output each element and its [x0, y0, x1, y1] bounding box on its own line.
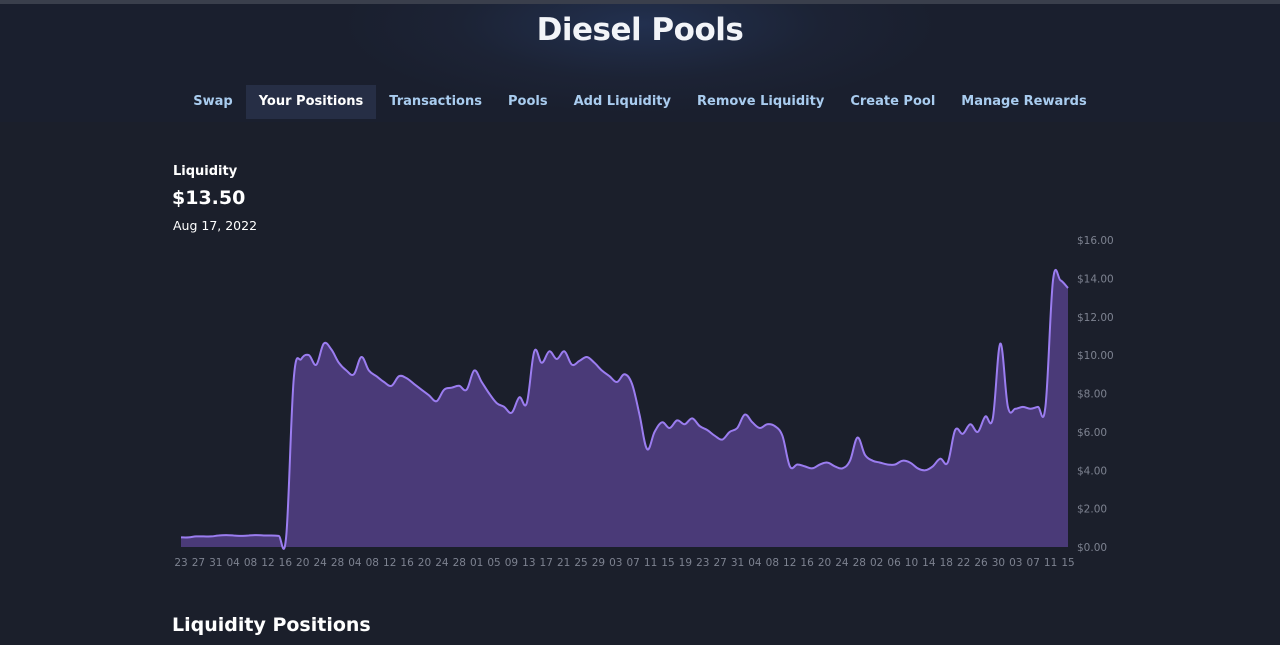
nav-pools[interactable]: Pools — [508, 94, 548, 109]
page-title: Diesel Pools — [536, 12, 744, 48]
x-tick-label: 04 — [348, 557, 362, 569]
y-tick-label: $4.00 — [1077, 465, 1107, 477]
x-tick-label: 24 — [313, 557, 327, 569]
x-tick-label: 20 — [296, 557, 309, 569]
nav-manage-rewards[interactable]: Manage Rewards — [961, 94, 1087, 109]
x-tick-label: 16 — [400, 557, 414, 569]
x-tick-label: 01 — [470, 557, 483, 569]
main-nav: Swap Your Positions Transactions Pools A… — [0, 84, 1280, 120]
x-tick-label: 08 — [766, 557, 779, 569]
x-tick-label: 25 — [574, 557, 587, 569]
liquidity-area — [181, 269, 1068, 549]
x-tick-label: 23 — [696, 557, 709, 569]
x-tick-label: 08 — [366, 557, 379, 569]
x-tick-label: 27 — [192, 557, 205, 569]
nav-add-liquidity[interactable]: Add Liquidity — [573, 94, 671, 109]
window-top-bar — [0, 0, 1280, 4]
nav-your-positions[interactable]: Your Positions — [245, 85, 377, 119]
y-tick-label: $0.00 — [1077, 542, 1107, 554]
nav-transactions[interactable]: Transactions — [389, 94, 482, 109]
x-tick-label: 10 — [905, 557, 918, 569]
x-tick-label: 31 — [209, 557, 222, 569]
y-tick-label: $10.00 — [1077, 350, 1114, 362]
x-tick-label: 12 — [783, 557, 796, 569]
x-tick-label: 23 — [174, 557, 187, 569]
x-tick-label: 28 — [453, 557, 466, 569]
x-tick-label: 03 — [1009, 557, 1022, 569]
y-tick-label: $6.00 — [1077, 427, 1107, 439]
x-tick-label: 11 — [644, 557, 657, 569]
x-tick-label: 05 — [487, 557, 500, 569]
x-tick-label: 19 — [679, 557, 692, 569]
x-tick-label: 14 — [922, 557, 936, 569]
x-tick-label: 21 — [557, 557, 570, 569]
liquidity-date: Aug 17, 2022 — [173, 218, 258, 233]
liquidity-value: $13.50 — [172, 187, 246, 209]
x-tick-label: 28 — [331, 557, 344, 569]
x-tick-label: 27 — [713, 557, 726, 569]
x-tick-label: 02 — [870, 557, 883, 569]
x-tick-label: 07 — [1027, 557, 1040, 569]
liquidity-line — [180, 268, 1069, 550]
x-tick-label: 20 — [418, 557, 431, 569]
x-tick-label: 15 — [661, 557, 674, 569]
nav-swap[interactable]: Swap — [193, 94, 233, 109]
y-tick-label: $8.00 — [1077, 389, 1107, 401]
x-tick-label: 20 — [818, 557, 831, 569]
x-tick-label: 16 — [279, 557, 293, 569]
x-tick-label: 24 — [435, 557, 449, 569]
y-tick-label: $14.00 — [1077, 273, 1114, 285]
y-tick-label: $12.00 — [1077, 312, 1114, 324]
x-tick-label: 22 — [957, 557, 970, 569]
x-tick-label: 31 — [731, 557, 744, 569]
x-tick-label: 12 — [383, 557, 396, 569]
x-tick-label: 06 — [887, 557, 901, 569]
x-tick-label: 08 — [244, 557, 257, 569]
page-header: Diesel Pools — [0, 4, 1280, 122]
x-tick-label: 28 — [853, 557, 866, 569]
x-tick-label: 26 — [974, 557, 988, 569]
x-tick-label: 16 — [800, 557, 814, 569]
liquidity-chart[interactable]: $0.00 $2.00 $4.00 $6.00 $8.00 $10.00 $12.00 $14… — [170, 228, 1120, 578]
x-tick-label: 18 — [940, 557, 953, 569]
liquidity-positions-title: Liquidity Positions — [172, 614, 371, 636]
x-tick-label: 11 — [1044, 557, 1057, 569]
x-tick-label: 07 — [627, 557, 640, 569]
x-tick-label: 17 — [540, 557, 553, 569]
x-tick-label: 29 — [592, 557, 605, 569]
x-tick-label: 12 — [261, 557, 274, 569]
x-tick-label: 09 — [505, 557, 518, 569]
x-tick-label: 13 — [522, 557, 535, 569]
liquidity-label: Liquidity — [173, 164, 238, 179]
nav-create-pool[interactable]: Create Pool — [850, 94, 936, 109]
x-tick-label: 04 — [226, 557, 240, 569]
nav-remove-liquidity[interactable]: Remove Liquidity — [697, 94, 825, 109]
x-tick-label: 30 — [992, 557, 1005, 569]
x-tick-label: 24 — [835, 557, 849, 569]
y-tick-label: $16.00 — [1077, 235, 1114, 247]
x-tick-label: 15 — [1061, 557, 1074, 569]
y-tick-label: $2.00 — [1077, 504, 1107, 516]
x-tick-label: 04 — [748, 557, 762, 569]
x-tick-label: 03 — [609, 557, 622, 569]
